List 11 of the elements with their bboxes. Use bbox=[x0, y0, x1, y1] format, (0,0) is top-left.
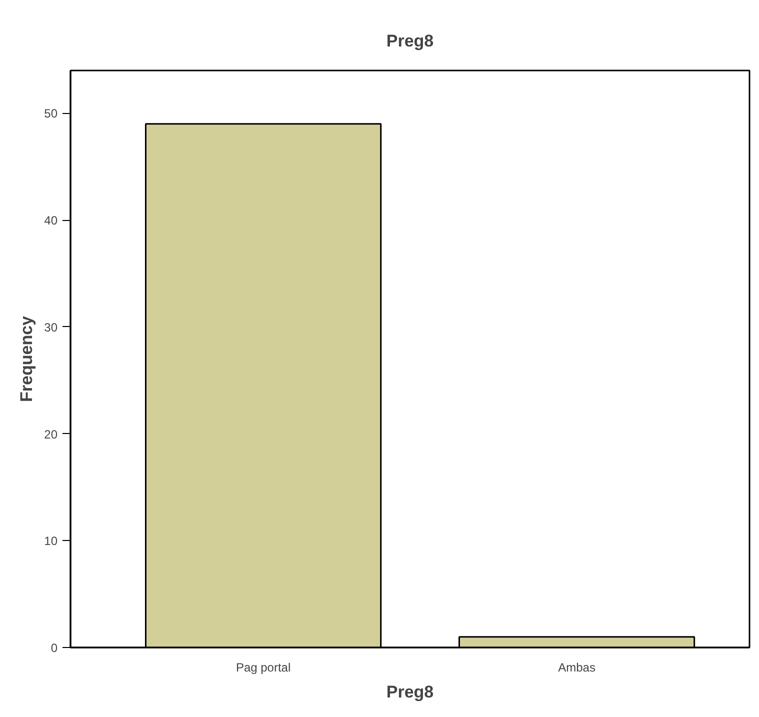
y-tick-label: 40 bbox=[44, 214, 58, 228]
y-axis-title: Frequency bbox=[17, 315, 36, 402]
y-tick-label: 0 bbox=[50, 641, 58, 655]
y-tick-label: 30 bbox=[44, 320, 58, 334]
x-axis-title: Preg8 bbox=[386, 682, 434, 702]
y-tick-label: 50 bbox=[44, 106, 58, 121]
y-tick-label: 20 bbox=[44, 427, 58, 442]
x-tick-label: Ambas bbox=[558, 660, 596, 674]
x-tick-label: Pag portal bbox=[236, 660, 291, 674]
chart-title: Preg8 bbox=[386, 32, 434, 50]
y-tick-label: 10 bbox=[44, 534, 58, 548]
